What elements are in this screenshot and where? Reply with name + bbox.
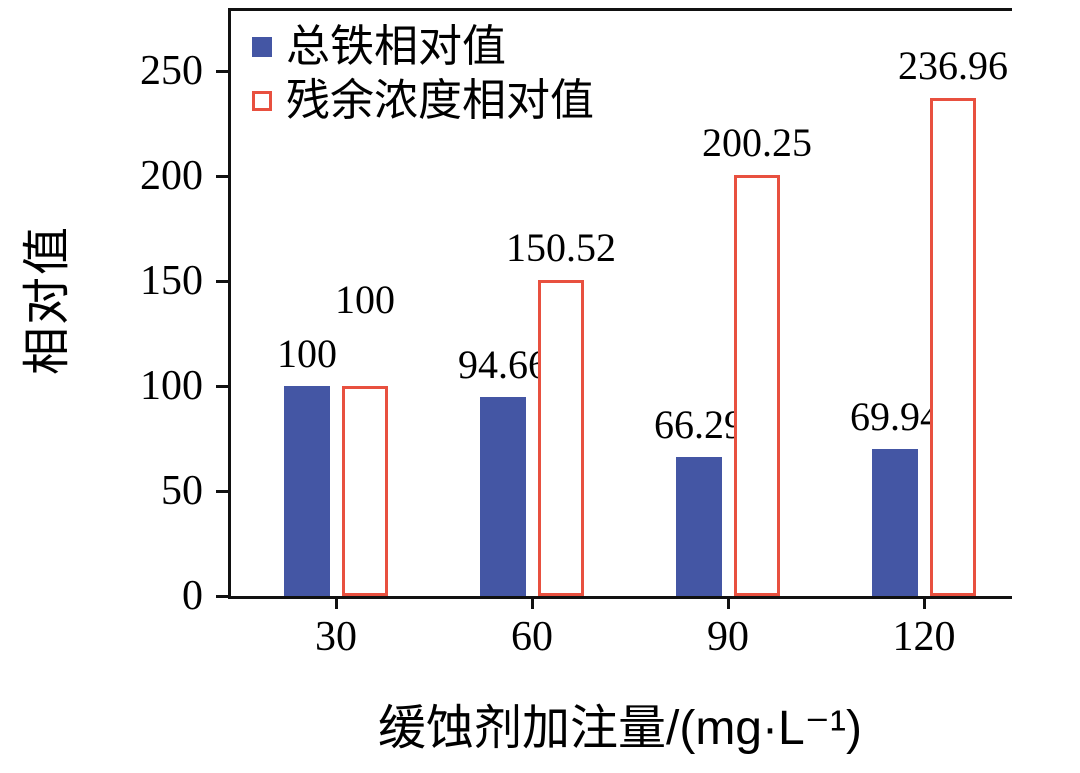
bar-value-label: 200.25 xyxy=(702,120,812,166)
legend-swatch-solid xyxy=(252,37,272,57)
bar-series1-cat120 xyxy=(930,98,976,596)
bar-series0-cat60 xyxy=(480,397,526,596)
y-axis-line xyxy=(228,8,231,599)
y-tick-label: 200 xyxy=(140,153,203,199)
bar-value-label: 69.94 xyxy=(850,394,940,440)
bar-series0-cat90 xyxy=(676,456,722,596)
bar-value-label: 94.66 xyxy=(458,342,548,388)
y-tick-label: 150 xyxy=(140,258,203,304)
legend-label-residual-concentration: 残余浓度相对值 xyxy=(286,76,594,125)
bar-value-label: 100 xyxy=(335,277,395,322)
x-axis-title: 缓蚀剂加注量/(mg·L⁻¹) xyxy=(378,702,862,755)
x-tick-mark xyxy=(726,599,730,609)
bar-series0-cat120 xyxy=(872,449,918,596)
x-tick-label: 60 xyxy=(511,614,553,660)
bar-series0-cat30 xyxy=(284,386,330,596)
y-axis-title: 相对值 xyxy=(21,224,74,376)
top-axis-line xyxy=(228,8,1012,11)
legend: 总铁相对值 残余浓度相对值 xyxy=(252,20,594,128)
x-tick-mark xyxy=(334,599,338,609)
legend-swatch-outline xyxy=(252,91,272,111)
legend-item-residual-concentration: 残余浓度相对值 xyxy=(252,74,594,128)
y-tick-mark xyxy=(216,174,228,178)
bar-value-label: 66.29 xyxy=(654,401,744,447)
y-tick-mark xyxy=(216,279,228,283)
x-tick-mark xyxy=(530,599,534,609)
bar-series1-cat90 xyxy=(734,175,780,596)
x-tick-label: 120 xyxy=(892,614,956,660)
bar-value-label: 100 xyxy=(277,331,337,376)
legend-item-total-iron: 总铁相对值 xyxy=(252,20,594,74)
bar-value-label: 236.96 xyxy=(898,43,1008,89)
legend-label-total-iron: 总铁相对值 xyxy=(286,22,506,71)
x-tick-label: 90 xyxy=(707,614,749,660)
y-tick-label: 100 xyxy=(140,363,203,409)
x-tick-label: 30 xyxy=(315,614,357,660)
y-tick-label: 50 xyxy=(161,468,203,514)
x-tick-mark xyxy=(922,599,926,609)
y-tick-mark xyxy=(216,594,228,598)
y-tick-mark xyxy=(216,384,228,388)
bar-value-label: 150.52 xyxy=(506,224,616,270)
bar-series1-cat60 xyxy=(538,279,584,596)
y-tick-label: 250 xyxy=(140,48,203,94)
x-axis-line xyxy=(228,596,1012,599)
y-tick-mark xyxy=(216,489,228,493)
y-tick-mark xyxy=(216,69,228,73)
bar-series1-cat30 xyxy=(342,386,388,596)
y-tick-label: 0 xyxy=(182,573,203,619)
